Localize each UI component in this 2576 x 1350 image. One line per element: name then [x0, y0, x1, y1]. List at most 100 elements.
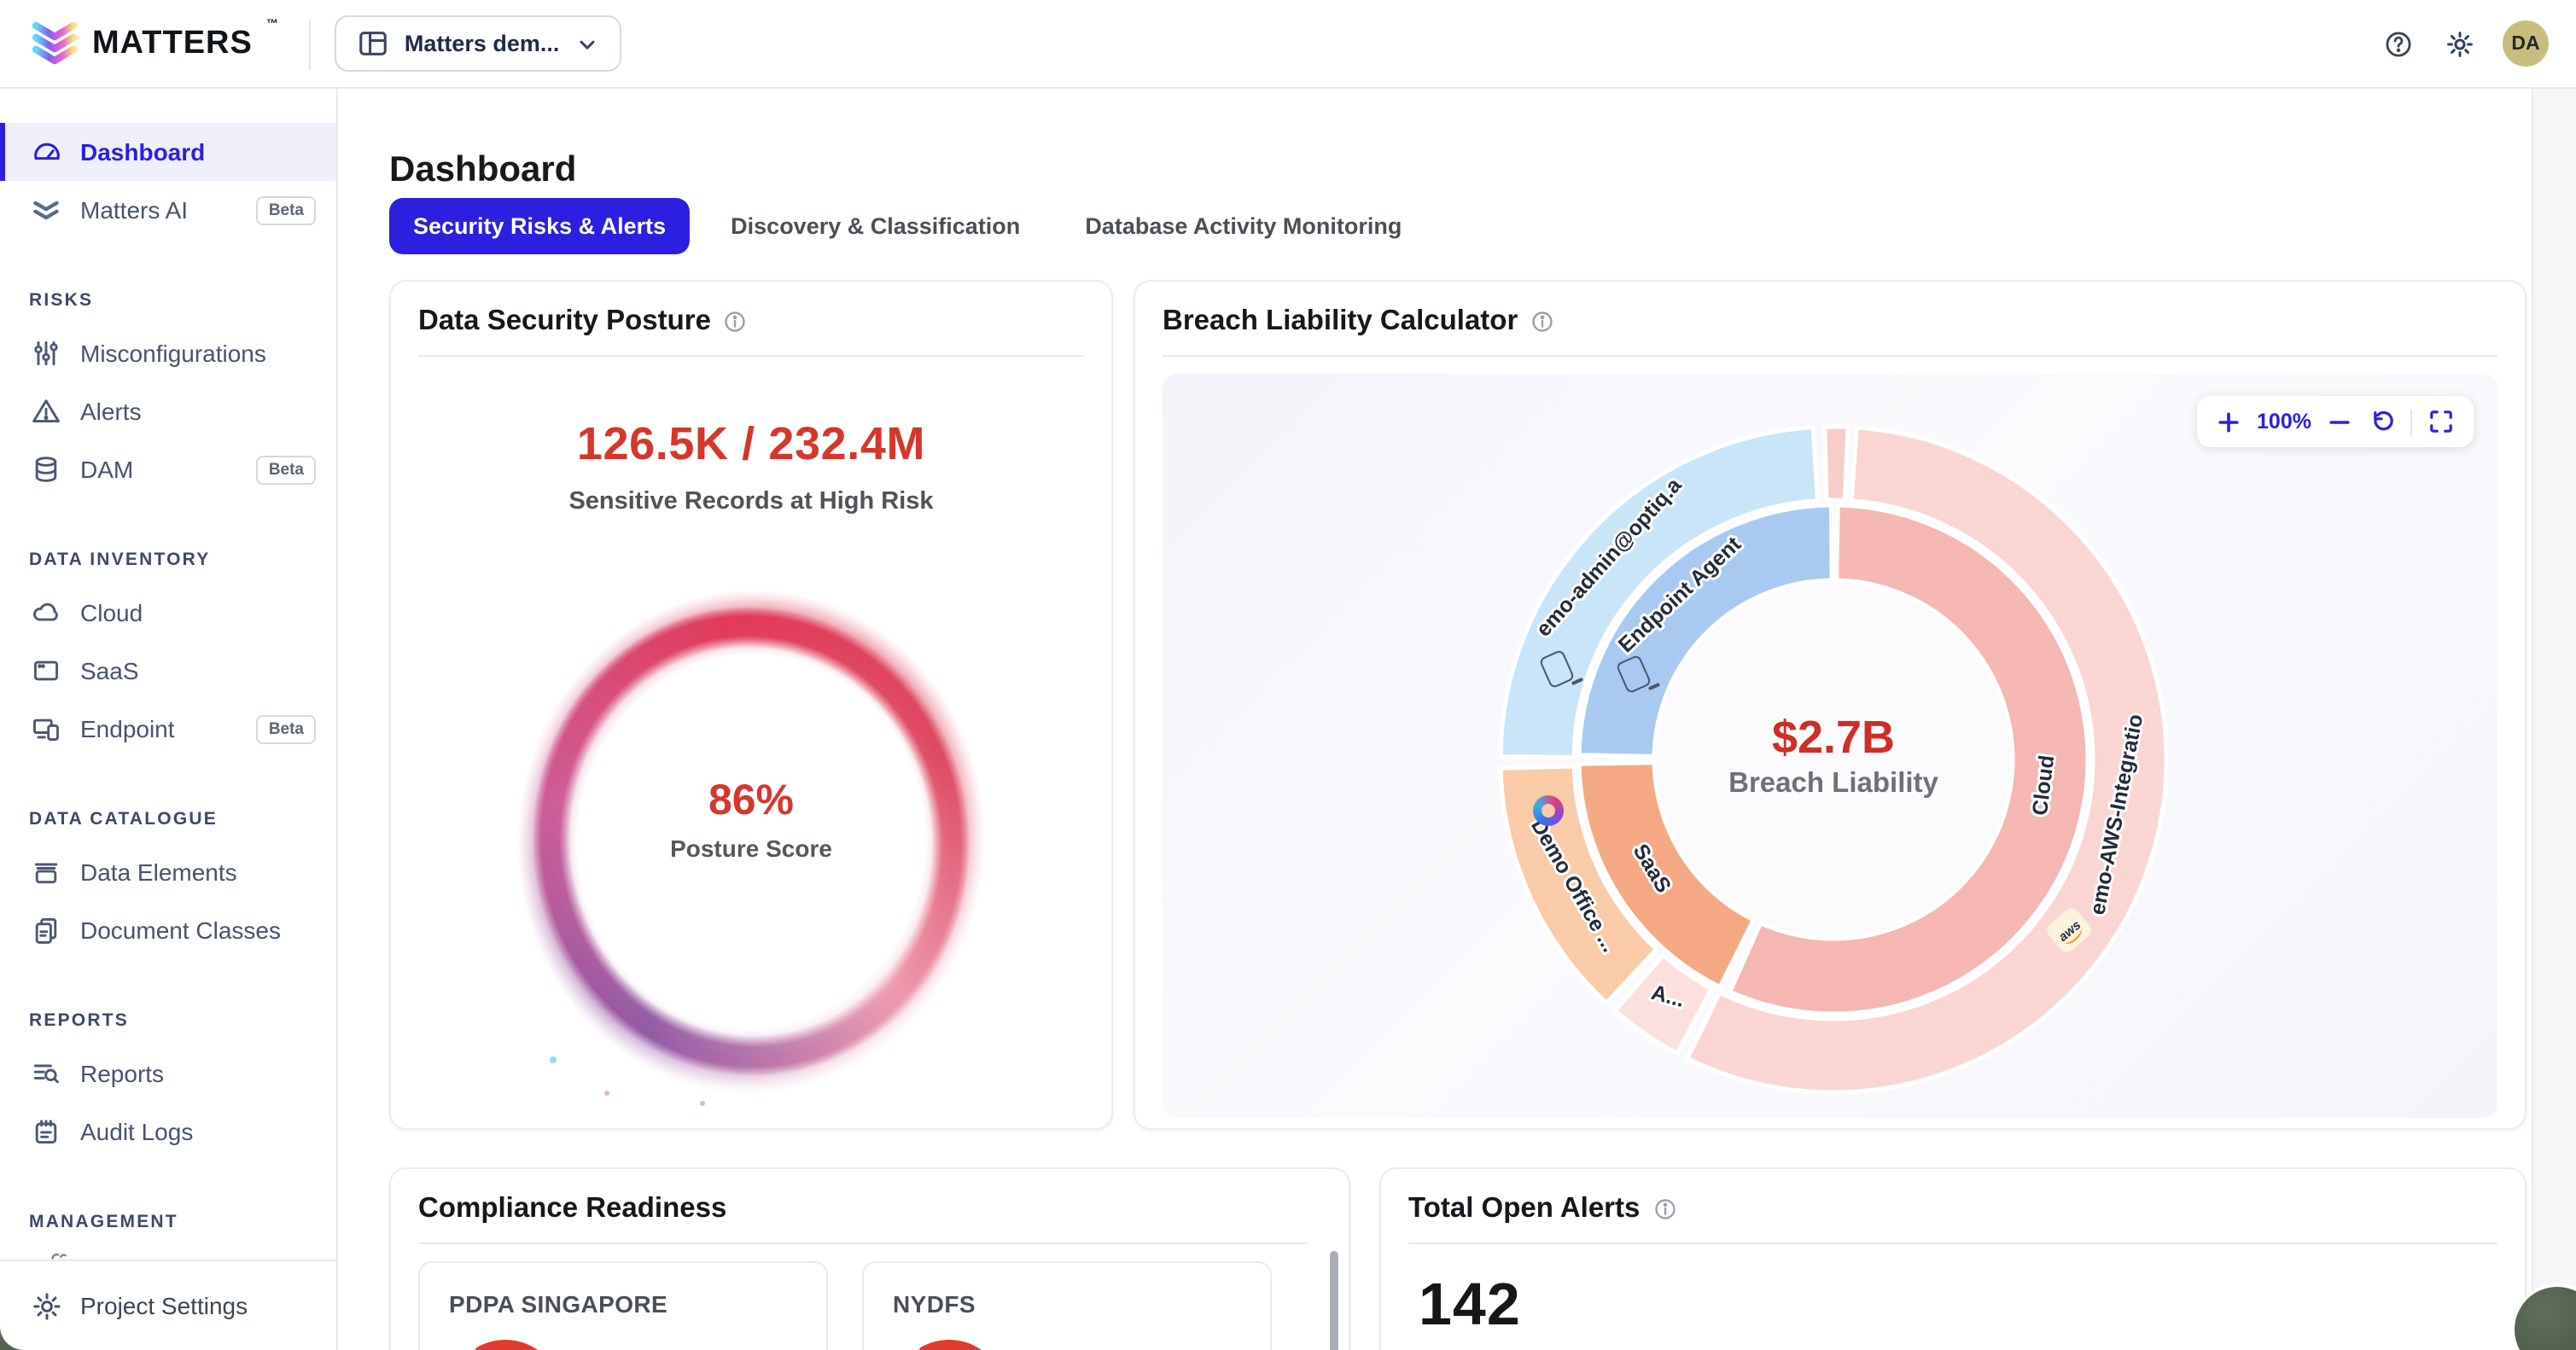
workspace-selector[interactable]: Matters dem... [334, 15, 621, 72]
card-title: Data Security Posture [418, 305, 711, 336]
zoom-in-button[interactable] [2216, 409, 2241, 434]
posture-score-caption: Posture Score [670, 835, 832, 862]
devices-icon [29, 712, 63, 746]
settings-button[interactable] [2434, 18, 2486, 69]
warning-triangle-icon [29, 394, 63, 428]
tab-bar: Security Risks & Alerts Discovery & Clas… [389, 198, 1425, 254]
sidebar-item-label: Misconfigurations [80, 340, 266, 367]
board-grid-icon [357, 27, 389, 60]
info-icon[interactable] [1530, 309, 1555, 335]
fullscreen-button[interactable] [2427, 408, 2455, 435]
zoom-out-button[interactable] [2327, 409, 2352, 434]
sidebar-item-data-elements[interactable]: Data Elements [0, 843, 336, 901]
notepad-icon [29, 1114, 63, 1149]
sliders-icon [29, 336, 63, 370]
breach-liability-card: Breach Liability Calculator 100% [1134, 280, 2526, 1130]
compliance-gauge [893, 1340, 1005, 1350]
segment-sliver[interactable] [1822, 424, 1850, 503]
framework-name: PDPA SINGAPORE [449, 1290, 668, 1318]
sidebar-item-clipped [0, 1246, 336, 1261]
main-content: Dashboard Security Risks & Alerts Discov… [336, 89, 2532, 1350]
posture-score-value: 86% [708, 777, 795, 824]
project-settings-link[interactable]: Project Settings [80, 1292, 248, 1319]
sidebar-section-data-catalogue: DATA CATALOGUE [29, 809, 218, 829]
sidebar-item-label: Data Elements [80, 858, 237, 886]
sidebar-item-label: SaaS [80, 657, 139, 684]
page-scrollbar-gutter[interactable] [2532, 89, 2576, 1350]
framework-card-nydfs[interactable]: NYDFS [862, 1261, 1272, 1350]
segment-Cloud[interactable] [1728, 503, 2090, 1016]
sidebar-section-data-inventory: DATA INVENTORY [29, 550, 211, 570]
beta-badge: Beta [256, 195, 316, 224]
sidebar-item-audit-logs[interactable]: Audit Logs [0, 1103, 336, 1161]
sidebar-item-cloud[interactable]: Cloud [0, 584, 336, 642]
sidebar-item-endpoint[interactable]: Endpoint Beta [0, 700, 336, 758]
info-icon[interactable] [1652, 1196, 1677, 1222]
segment-Endpoint Agent[interactable] [1576, 503, 1834, 759]
sunburst-chart-panel: 100% Cloud SaaS Endpoint [1163, 374, 2497, 1118]
zoom-level: 100% [2257, 410, 2311, 434]
compliance-scrollbar[interactable] [1330, 1251, 1338, 1350]
sidebar-item-label: Alerts [80, 398, 142, 425]
workspace-name: Matters dem... [404, 31, 560, 56]
segment-Demo Office ...[interactable] [1498, 764, 1659, 1005]
avatar[interactable]: DA [2503, 20, 2549, 67]
sidebar-item-matters-ai[interactable]: Matters AI Beta [0, 181, 336, 239]
speedometer-icon [29, 135, 63, 169]
matters-logo-icon [29, 18, 80, 69]
help-button[interactable] [2373, 18, 2424, 69]
framework-name: NYDFS [893, 1290, 976, 1318]
sidebar-item-misconfigurations[interactable]: Misconfigurations [0, 324, 336, 382]
header-divider [308, 18, 311, 69]
tab-security-risks-alerts[interactable]: Security Risks & Alerts [389, 198, 691, 254]
sidebar-item-dashboard[interactable]: Dashboard [0, 123, 336, 181]
card-title: Breach Liability Calculator [1163, 305, 1518, 336]
info-icon[interactable] [723, 309, 749, 335]
sidebar-item-alerts[interactable]: Alerts [0, 382, 336, 440]
matters-ai-icon [29, 193, 63, 227]
chevron-down-icon [574, 32, 598, 55]
page-title: Dashboard [389, 150, 577, 190]
browser-window-icon [29, 654, 63, 688]
brand-name: MATTERS [92, 25, 253, 61]
list-search-icon [29, 1056, 63, 1091]
beta-badge: Beta [256, 455, 316, 484]
sidebar-item-document-classes[interactable]: Document Classes [0, 901, 336, 959]
sidebar-item-label: DAM [80, 456, 134, 483]
sidebar-item-label: Audit Logs [80, 1118, 194, 1145]
cloud-icon [29, 596, 63, 630]
tab-database-activity-monitoring[interactable]: Database Activity Monitoring [1061, 198, 1425, 254]
sidebar-item-dam[interactable]: DAM Beta [0, 440, 336, 498]
sidebar-footer: Project Settings [0, 1260, 336, 1350]
brand: MATTERS ™ [0, 18, 278, 69]
sidebar-section-risks: RISKS [29, 290, 94, 311]
segment-A...[interactable] [1612, 952, 1714, 1056]
sidebar-section-management: MANAGEMENT [29, 1212, 178, 1232]
tab-discovery-classification[interactable]: Discovery & Classification [707, 198, 1044, 254]
sidebar-item-label: Reports [80, 1060, 165, 1087]
card-title: Total Open Alerts [1408, 1193, 1641, 1224]
segment-SaaS[interactable] [1576, 760, 1756, 990]
sidebar-item-reports[interactable]: Reports [0, 1045, 336, 1103]
sidebar: Dashboard Matters AI Beta RISKS [0, 89, 338, 1350]
database-icon [29, 452, 63, 486]
beta-badge: Beta [256, 714, 316, 743]
sidebar-item-label: Matters AI [80, 196, 189, 224]
archive-box-icon [29, 855, 63, 889]
sidebar-item-label: Endpoint [80, 715, 175, 742]
sidebar-item-label: Dashboard [80, 138, 206, 166]
framework-card-pdpa-singapore[interactable]: PDPA SINGAPORE [418, 1261, 828, 1350]
open-alerts-count: 142 [1419, 1271, 1521, 1338]
documents-icon [29, 913, 63, 947]
compliance-gauge [449, 1340, 562, 1350]
data-security-posture-card: Data Security Posture 126.5K / 232.4M Se… [389, 280, 1113, 1130]
sidebar-item-label: Document Classes [80, 916, 281, 944]
gear-icon [29, 1289, 63, 1323]
brand-trademark: ™ [265, 18, 278, 30]
segment-emo-admin@optiq.a[interactable] [1498, 425, 1820, 759]
sidebar-item-label: Cloud [80, 599, 143, 626]
sidebar-item-saas[interactable]: SaaS [0, 642, 336, 700]
reset-view-button[interactable] [2368, 408, 2395, 435]
high-risk-records-caption: Sensitive Records at High Risk [568, 488, 934, 515]
